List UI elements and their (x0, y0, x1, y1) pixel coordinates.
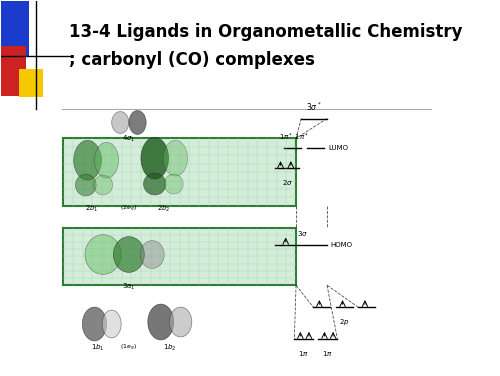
Text: $2\sigma$: $2\sigma$ (282, 178, 293, 187)
Bar (18, 69, 42, 97)
Text: $1\pi^*\ 1\pi^*$: $1\pi^*\ 1\pi^*$ (279, 132, 309, 143)
Ellipse shape (82, 307, 106, 341)
Text: $3a_1$: $3a_1$ (122, 281, 136, 291)
Ellipse shape (164, 174, 183, 194)
Bar (2, 2, 29, 56)
Text: LUMO: LUMO (329, 145, 349, 151)
Ellipse shape (85, 235, 121, 274)
Ellipse shape (76, 174, 96, 196)
Ellipse shape (141, 137, 169, 179)
Text: $2b_2$: $2b_2$ (156, 204, 170, 214)
Text: $(1e_g)$: $(1e_g)$ (120, 343, 138, 353)
Text: $3\sigma^*$: $3\sigma^*$ (306, 100, 322, 112)
Ellipse shape (164, 140, 188, 176)
Ellipse shape (102, 310, 121, 338)
Ellipse shape (94, 175, 112, 195)
Ellipse shape (140, 241, 164, 268)
Text: $4\sigma_1$: $4\sigma_1$ (122, 133, 136, 144)
Text: $2b_1$: $2b_1$ (85, 204, 98, 214)
Ellipse shape (148, 304, 174, 340)
Text: $2p$: $2p$ (339, 317, 349, 327)
Ellipse shape (74, 140, 102, 180)
Ellipse shape (94, 143, 118, 178)
Text: $3\sigma$: $3\sigma$ (298, 229, 308, 238)
Text: 13-4 Ligands in Organometallic Chemistry: 13-4 Ligands in Organometallic Chemistry (68, 23, 462, 41)
Text: $1b_2$: $1b_2$ (162, 343, 176, 353)
Text: $1\pi$: $1\pi$ (298, 349, 308, 358)
Bar (2, 46, 25, 96)
Text: ; carbonyl (CO) complexes: ; carbonyl (CO) complexes (68, 51, 314, 69)
Text: $(2e_g)$: $(2e_g)$ (120, 204, 138, 214)
Ellipse shape (129, 111, 146, 134)
Ellipse shape (144, 173, 166, 195)
Bar (64, 228, 296, 285)
Ellipse shape (112, 112, 129, 133)
Text: $1\pi$: $1\pi$ (322, 349, 332, 358)
Ellipse shape (170, 307, 192, 337)
Ellipse shape (114, 237, 144, 272)
Text: $1b_1$: $1b_1$ (91, 343, 104, 353)
Bar (64, 138, 296, 206)
Text: HOMO: HOMO (330, 241, 352, 247)
